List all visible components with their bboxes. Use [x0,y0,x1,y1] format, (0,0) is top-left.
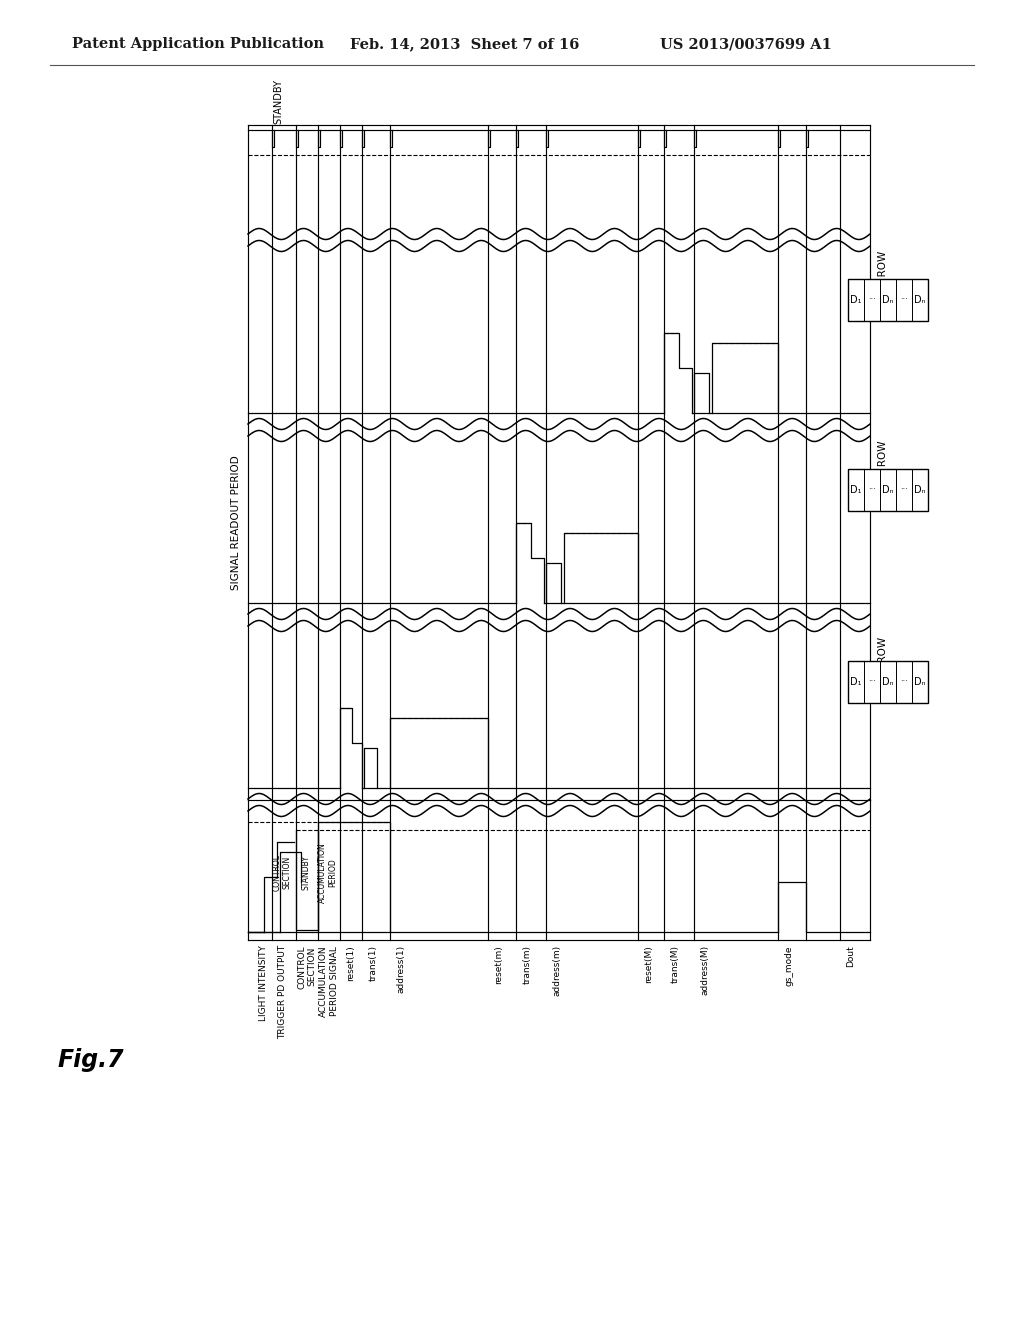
Text: LIGHT INTENSITY: LIGHT INTENSITY [258,945,267,1020]
Text: D₁: D₁ [850,484,862,495]
Text: CONTROL
SECTION: CONTROL SECTION [272,854,292,891]
Text: D₁: D₁ [850,294,862,305]
Bar [848,279,928,321]
Text: Dₙ: Dₙ [914,484,926,495]
Text: trans(1): trans(1) [369,945,378,981]
Text: ···: ··· [868,296,876,305]
Text: D₁: D₁ [850,677,862,686]
Text: STANDBY: STANDBY [301,855,310,890]
Text: m-th ROW: m-th ROW [878,441,888,494]
Text: Dₙ: Dₙ [914,294,926,305]
Text: Dₙ: Dₙ [883,677,894,686]
Text: Dₙ: Dₙ [914,677,926,686]
Text: Dₙ: Dₙ [883,484,894,495]
Text: gs_mode: gs_mode [784,945,794,986]
Bar [848,469,928,511]
Text: Dout: Dout [847,945,855,966]
Text: Dₙ: Dₙ [883,294,894,305]
Text: ACCUMULATION
PERIOD: ACCUMULATION PERIOD [318,842,338,903]
Text: CONTROL
SECTION: CONTROL SECTION [297,945,316,989]
Text: ···: ··· [900,296,908,305]
Text: trans(m): trans(m) [522,945,531,983]
Text: STANDBY: STANDBY [273,79,283,124]
Text: US 2013/0037699 A1: US 2013/0037699 A1 [660,37,831,51]
Bar [848,661,928,704]
Text: ACCUMULATION
PERIOD SIGNAL: ACCUMULATION PERIOD SIGNAL [319,945,339,1016]
Text: Fig.7: Fig.7 [58,1048,125,1072]
Text: ···: ··· [868,486,876,495]
Text: ···: ··· [868,677,876,686]
Text: address(1): address(1) [396,945,406,993]
Text: reset(m): reset(m) [495,945,504,983]
Text: SIGNAL READOUT PERIOD: SIGNAL READOUT PERIOD [231,455,241,590]
Text: M-th ROW: M-th ROW [878,251,888,304]
Text: trans(M): trans(M) [671,945,680,983]
Text: address(m): address(m) [553,945,561,997]
Text: Feb. 14, 2013  Sheet 7 of 16: Feb. 14, 2013 Sheet 7 of 16 [350,37,580,51]
Text: ···: ··· [900,486,908,495]
Text: ···: ··· [900,677,908,686]
Text: 1st ROW: 1st ROW [878,636,888,681]
Text: address(M): address(M) [700,945,710,995]
Text: TRIGGER PD OUTPUT: TRIGGER PD OUTPUT [279,945,288,1039]
Text: Patent Application Publication: Patent Application Publication [72,37,324,51]
Text: reset(1): reset(1) [346,945,355,981]
Text: reset(M): reset(M) [644,945,653,983]
